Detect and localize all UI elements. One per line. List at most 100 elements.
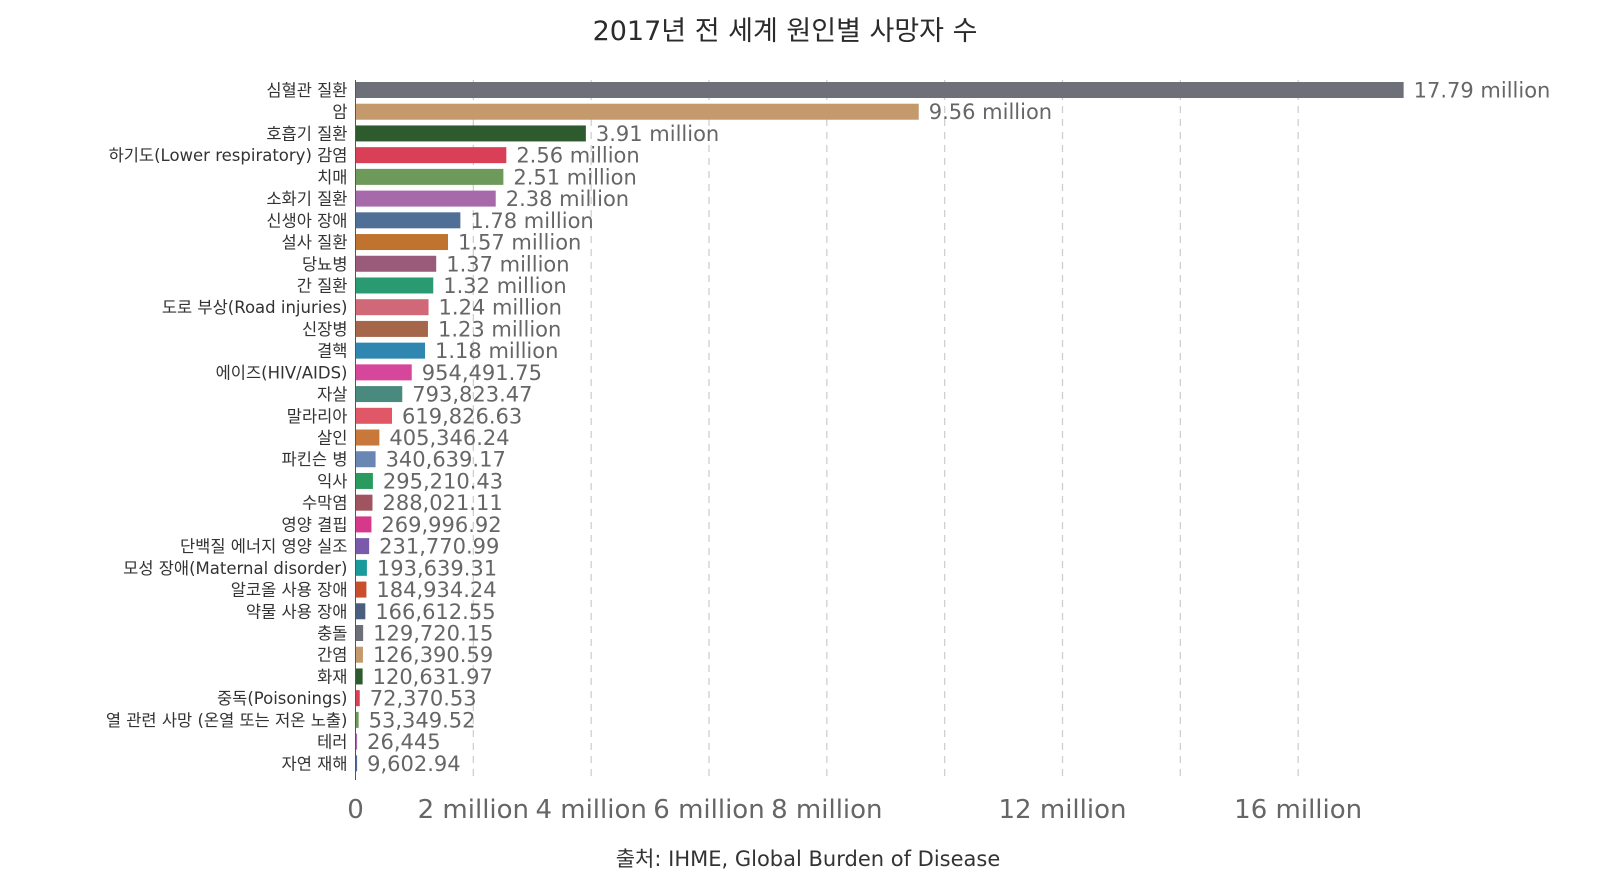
bar [355,168,504,185]
x-tick-label: 16 million [1234,795,1362,825]
bar [355,407,393,424]
category-label: 살인 [317,429,347,448]
bar [355,451,376,468]
bar [355,234,448,251]
value-label: 1.23 million [438,317,561,341]
value-label: 288,021.11 [382,491,502,515]
category-label: 약물 사용 장애 [246,602,348,621]
value-label: 129,720.15 [373,622,493,646]
bar [355,559,367,576]
category-label: 에이즈(HIV/AIDS) [216,363,348,382]
value-label: 1.18 million [435,339,558,363]
bar [355,386,403,403]
value-label: 231,770.99 [379,535,499,559]
value-label: 2.56 million [516,144,639,168]
value-label: 26,445 [367,730,440,754]
value-label: 120,631.97 [373,665,493,689]
category-label: 호흡기 질환 [266,124,347,143]
value-label: 340,639.17 [386,448,506,472]
category-label: 자살 [317,385,347,404]
x-axis-ticks: 0 2 million 4 million 6 million 8 million 12 … [347,795,1362,825]
value-label: 9.56 million [929,100,1052,124]
value-label: 17.79 million [1414,79,1551,103]
x-tick-label: 8 million [771,795,882,825]
value-label: 184,934.24 [376,578,496,602]
category-label: 충돌 [317,624,347,643]
bar [355,733,358,750]
bars [355,82,1404,772]
value-label: 2.51 million [513,165,636,189]
bar [355,668,363,685]
category-label: 간 질환 [297,276,348,295]
value-label: 1.37 million [446,252,569,276]
category-label: 결핵 [317,342,347,361]
value-label: 405,346.24 [389,426,509,450]
value-label: 193,639.31 [377,556,497,580]
bar [355,625,364,641]
category-label: 치매 [317,168,347,187]
category-label: 모성 장애(Maternal disorder) [123,559,347,578]
category-label: 신생아 장애 [266,211,347,230]
category-label: 익사 [317,472,347,491]
category-label: 단백질 에너지 영양 실조 [180,537,348,556]
category-label: 중독(Poisonings) [217,689,348,708]
value-label: 53,349.52 [369,708,476,732]
bar [355,125,586,142]
bar [355,320,428,337]
value-label: 126,390.59 [373,643,493,667]
bar [355,103,919,120]
bar [355,755,358,772]
category-label: 간염 [317,646,347,665]
bar [355,538,370,555]
category-label: 하기도(Lower respiratory) 감염 [109,146,348,165]
category-label: 도로 부상(Road injuries) [162,298,348,317]
category-label: 설사 질환 [282,233,348,252]
x-tick-label: 0 [347,795,364,825]
category-label: 자연 재해 [282,754,348,773]
bar [355,190,496,207]
category-label: 테러 [317,733,347,752]
bar [355,255,437,272]
category-label: 영양 결핍 [282,515,348,534]
value-label: 1.32 million [443,274,566,298]
bar [355,277,434,294]
category-label: 화재 [317,667,347,686]
bar [355,603,366,620]
value-label: 3.91 million [596,122,719,146]
category-label: 암 [332,103,347,122]
bar [355,364,412,381]
category-label: 심혈관 질환 [266,81,347,100]
category-label: 말라리아 [287,407,348,426]
x-tick-label: 2 million [418,795,529,825]
source-note: 출처: IHME, Global Burden of Disease [616,847,1001,871]
value-label: 1.57 million [458,231,581,255]
value-label: 9,602.94 [367,752,461,776]
category-label: 수막염 [302,494,348,513]
bar [355,299,429,316]
bar [355,212,461,229]
category-label: 소화기 질환 [266,190,347,209]
value-label: 1.78 million [470,209,593,233]
value-label: 166,612.55 [375,600,495,624]
bar [355,690,360,707]
x-tick-label: 6 million [653,795,764,825]
category-label: 열 관련 사망 (온열 또는 저온 노출) [106,711,348,730]
bar [355,82,1404,98]
bar [355,147,507,164]
chart-title: 2017년 전 세계 원인별 사망자 수 [593,16,978,47]
bar [355,581,367,598]
category-label: 신장병 [302,320,348,339]
bar [355,646,363,663]
bar [355,516,372,533]
value-label: 295,210.43 [383,469,503,493]
category-label: 알코올 사용 장애 [231,581,348,600]
bar [355,429,380,446]
x-tick-label: 4 million [535,795,646,825]
bar [355,494,373,511]
value-label: 793,823.47 [412,383,532,407]
category-label: 파킨슨 병 [282,450,348,469]
bar [355,472,373,489]
bar [355,711,359,728]
value-label: 954,491.75 [422,361,542,385]
